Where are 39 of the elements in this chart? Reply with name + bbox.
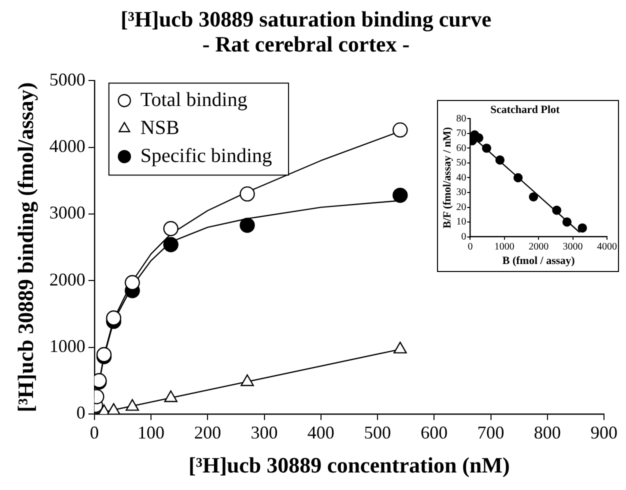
legend-label: Total binding — [140, 88, 248, 111]
x-tick-label: 3000 — [562, 241, 583, 252]
text: - Rat cerebral cortex - — [202, 32, 410, 57]
y-tick-label: 3000 — [49, 202, 86, 223]
y-axis-title: [³H]ucb 30889 binding (fmol/assay) — [12, 82, 38, 412]
x-tick-label: 500 — [364, 422, 392, 443]
x-tick-label: 700 — [477, 422, 504, 443]
y-tick-label: 50 — [456, 158, 466, 169]
x-tick-label: 800 — [534, 422, 561, 443]
x-axis-title: [³H]ucb 30889 concentration (nM) — [188, 452, 510, 478]
x-tick-label: 600 — [420, 422, 448, 443]
y-tick-label: 0 — [76, 402, 86, 423]
y-tick-label: 1000 — [49, 336, 86, 356]
y-tick-label: 20 — [456, 202, 466, 213]
y-tick-label: 80 — [456, 113, 466, 124]
y-tick-label: 30 — [456, 187, 466, 198]
x-tick-label: 0 — [90, 422, 99, 443]
x-tick-label: 200 — [194, 422, 222, 443]
x-tick-label: 900 — [590, 422, 618, 443]
legend-label: NSB — [140, 116, 180, 139]
y-tick-label: 60 — [456, 142, 466, 154]
x-tick-label: 300 — [250, 422, 278, 443]
y-tick-label: 70 — [456, 128, 466, 140]
x-tick-label: 1000 — [494, 241, 514, 252]
text: Scatchard Plot — [490, 104, 560, 116]
x-tick-label: 2000 — [528, 241, 549, 252]
x-tick-label: 400 — [307, 422, 334, 443]
y-tick-label: 40 — [456, 172, 466, 184]
text: [³H]ucb 30889 saturation binding curve — [120, 6, 492, 32]
x-tick-label: 4000 — [597, 241, 617, 252]
y-tick-label: 5000 — [49, 69, 86, 90]
y-tick-label: 4000 — [49, 136, 86, 156]
y-tick-label: 0 — [461, 231, 466, 242]
y-tick-label: 10 — [456, 216, 466, 228]
x-tick-label: 100 — [138, 422, 165, 443]
y-axis-title: B/F (fmol/assay / nM) — [441, 126, 454, 228]
x-axis-title: B (fmol / assay) — [502, 255, 576, 268]
legend-label: Specific binding — [140, 144, 272, 167]
y-tick-label: 2000 — [49, 269, 86, 290]
